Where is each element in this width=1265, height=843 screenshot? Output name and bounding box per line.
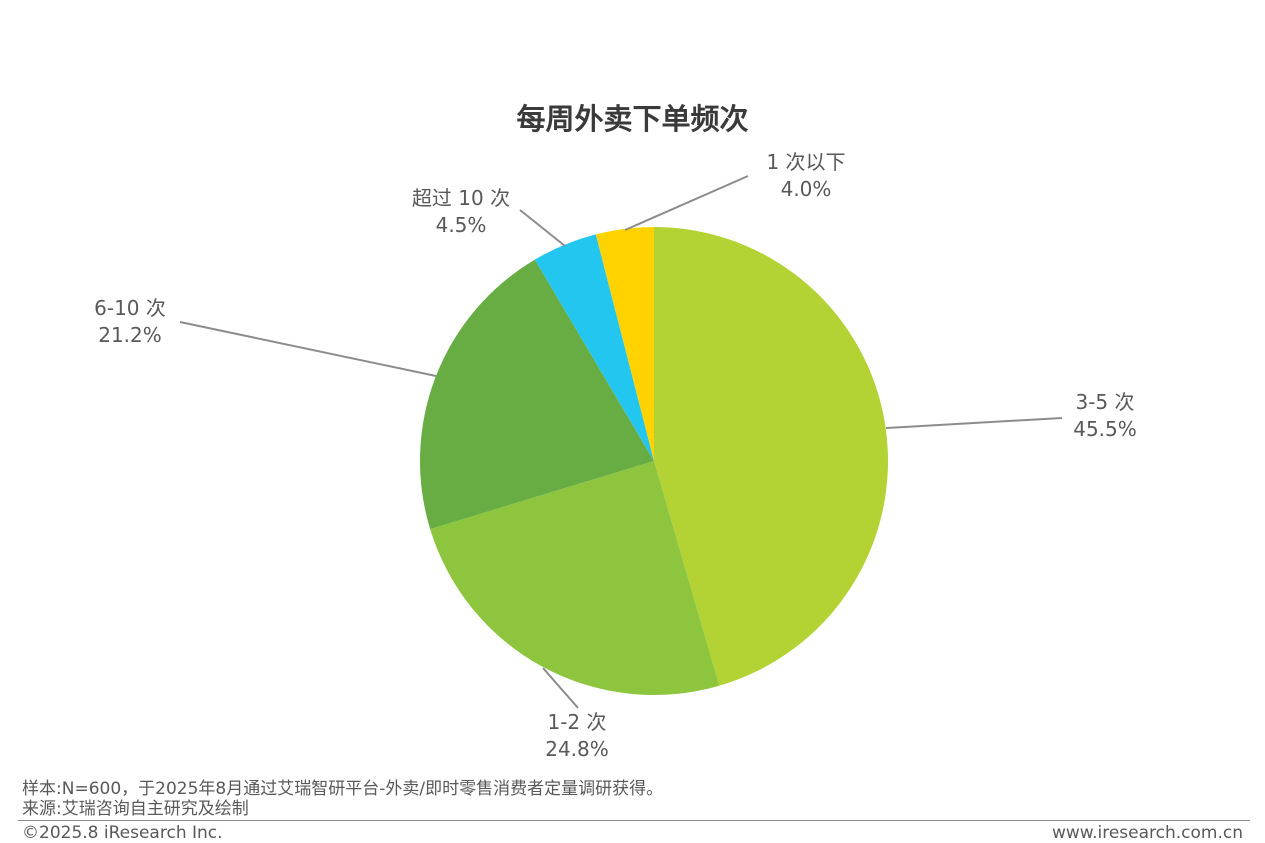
leader-line — [542, 667, 579, 709]
sample-note: 样本:N=600，于2025年8月通过艾瑞智研平台-外卖/即时零售消费者定量调研… — [22, 779, 664, 799]
leader-lines — [179, 175, 1063, 709]
slice-label: 1-2 次 — [547, 710, 606, 734]
slice-label: 3-5 次 — [1075, 390, 1134, 414]
leader-line — [179, 321, 437, 377]
slice-value-label: 24.8% — [545, 737, 609, 761]
slice-label: 1 次以下 — [766, 150, 845, 174]
slice-value-label: 45.5% — [1073, 417, 1137, 441]
leader-line — [885, 417, 1063, 429]
slice-value-label: 4.5% — [436, 213, 487, 237]
pie-slice — [595, 227, 654, 461]
chart-title: 每周外卖下单频次 — [516, 102, 749, 136]
pie-slice — [430, 461, 720, 695]
slice-label: 超过 10 次 — [412, 186, 510, 210]
slice-value-label: 21.2% — [98, 323, 162, 347]
source-note: 来源:艾瑞咨询自主研究及绘制 — [22, 799, 249, 819]
copyright: ©2025.8 iResearch Inc. — [22, 823, 223, 843]
footer-divider — [18, 820, 1250, 821]
pie-slice — [654, 227, 889, 686]
pie-chart: 3-5 次 45.5% 1-2 次 24.8% 6-10 次 21.2% 超过 10 次 4.… — [94, 150, 1137, 761]
website-link[interactable]: www.iresearch.com.cn — [1051, 823, 1243, 843]
pie-slice — [534, 234, 654, 461]
slice-labels: 3-5 次 45.5% 1-2 次 24.8% 6-10 次 21.2% 超过 10 次 4.… — [94, 150, 1137, 761]
leader-line — [519, 209, 566, 247]
pie-slice — [420, 259, 654, 530]
slice-label: 6-10 次 — [94, 296, 166, 320]
leader-line — [624, 175, 749, 231]
slice-value-label: 4.0% — [781, 177, 832, 201]
pie-slices — [420, 227, 889, 695]
